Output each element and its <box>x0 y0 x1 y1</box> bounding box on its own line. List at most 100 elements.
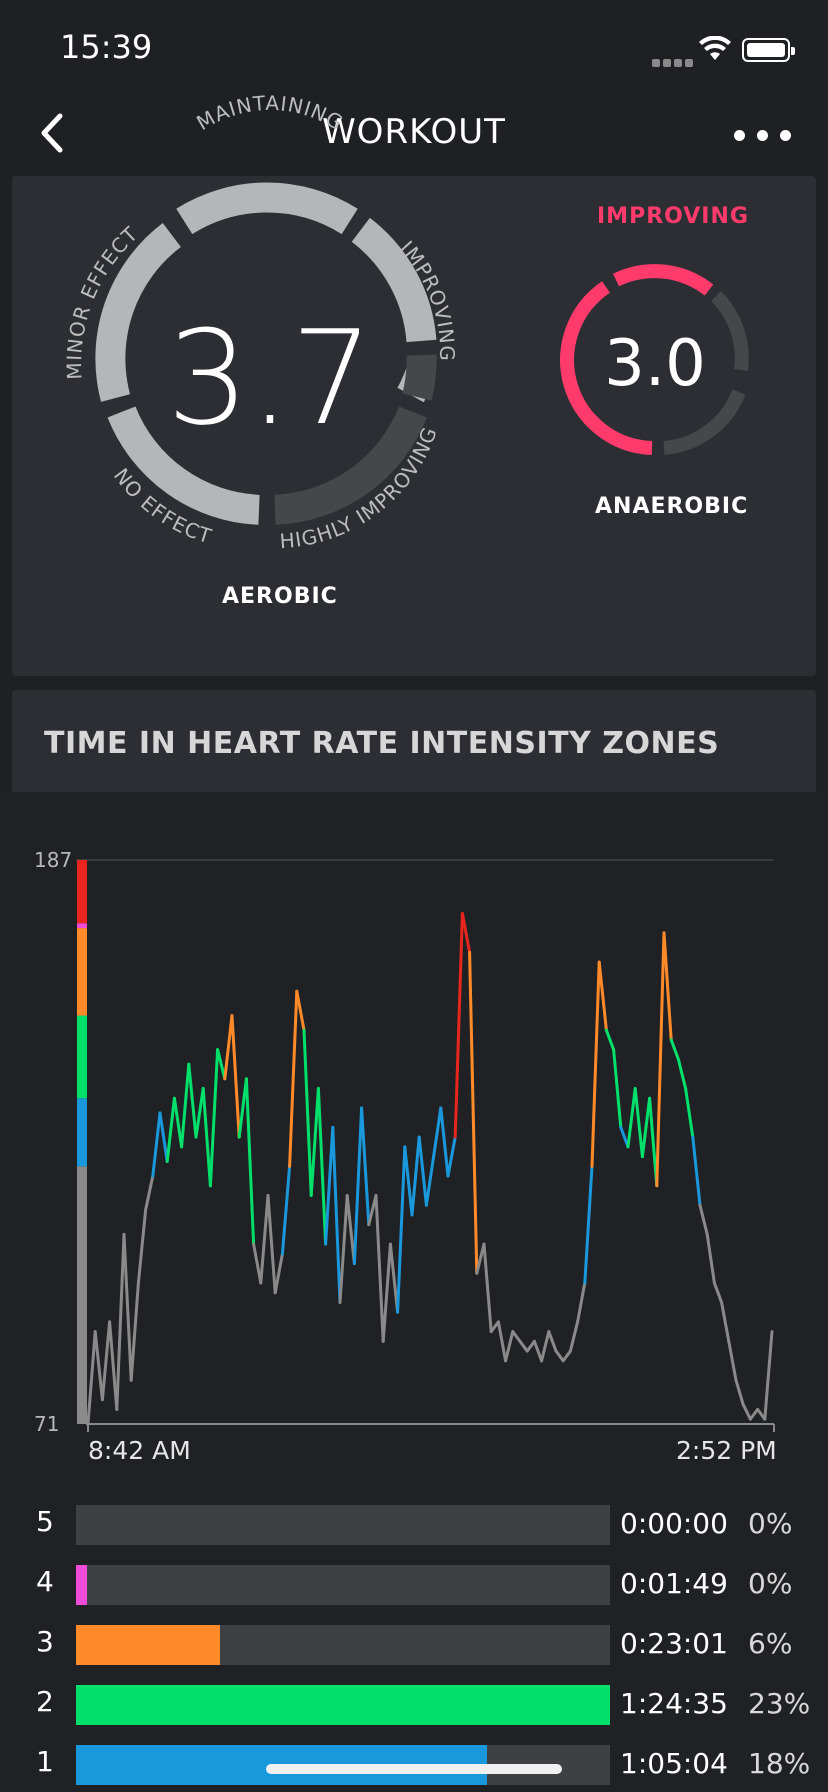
ring-segment-highly-improving <box>274 406 427 525</box>
zone-row-3: 3 0:23:01 6% <box>0 1625 828 1665</box>
hr-line-segment <box>295 989 306 1032</box>
zone-bar-track <box>76 1505 610 1545</box>
hr-line-segment <box>324 1125 335 1246</box>
zone-bar-fill <box>76 1565 87 1605</box>
y-axis-max-label: 187 <box>34 848 73 872</box>
hr-line-segment <box>532 1339 544 1363</box>
hr-line-segment <box>374 1193 385 1343</box>
hr-line-segment <box>216 1048 227 1081</box>
aerobic-gauge: 3.7 <box>90 160 450 520</box>
hr-line-segment <box>158 1111 169 1163</box>
hr-line-segment <box>597 960 608 1032</box>
hr-line-segment <box>129 1281 140 1382</box>
hr-line-segment <box>86 1330 97 1426</box>
page-title: WORKOUT <box>322 112 506 152</box>
hr-line-segment <box>288 989 299 1168</box>
hr-line-segment <box>201 1087 212 1188</box>
more-options-icon[interactable] <box>728 120 798 150</box>
hr-line-segment <box>626 1087 637 1149</box>
zone-percent: 0% <box>748 1507 793 1540</box>
anaerobic-value: 3.0 <box>604 327 706 401</box>
anaerobic-ring-rest <box>663 291 749 455</box>
zone-row-2: 2 1:24:35 23% <box>0 1685 828 1725</box>
hr-line-segment <box>576 1281 587 1324</box>
zone-number: 2 <box>36 1685 54 1718</box>
hr-line-segment <box>345 1193 356 1266</box>
hr-line-segment <box>583 1164 594 1285</box>
zone-bar-track <box>76 1685 610 1725</box>
hr-line-segment <box>151 1111 162 1178</box>
hr-line-segment <box>619 1125 630 1149</box>
zone-scale-3 <box>77 928 87 1016</box>
hr-line-segment <box>734 1378 745 1407</box>
hr-line-segment <box>684 1087 695 1139</box>
hr-line-segment <box>763 1330 774 1421</box>
hr-line-segment <box>417 1135 428 1207</box>
hr-line-segment <box>432 1106 443 1159</box>
zone-percent: 18% <box>748 1747 811 1780</box>
hr-line-segment <box>316 1087 328 1246</box>
hr-line-segment <box>115 1232 126 1411</box>
hr-line-segment <box>590 960 601 1168</box>
hr-line-segment <box>252 1242 263 1285</box>
hr-line-segment <box>612 1048 623 1129</box>
hr-line-segment <box>640 1096 652 1159</box>
hr-line-segment <box>180 1062 191 1149</box>
hr-line-segment <box>396 1145 407 1314</box>
zone-number: 5 <box>36 1505 54 1538</box>
aerobic-label: AEROBIC <box>222 584 338 609</box>
anaerobic-ring-progress <box>560 264 714 455</box>
hr-line-segment <box>561 1349 572 1363</box>
zone-row-4: 4 0:01:49 0% <box>0 1565 828 1605</box>
hr-line-segment <box>439 1106 450 1178</box>
hr-line-segment <box>446 1135 457 1178</box>
ring-segment-maintaining <box>176 182 358 235</box>
hr-line-segment <box>144 1174 155 1212</box>
hr-line-segment <box>453 911 464 1139</box>
zone-bar-track <box>76 1625 610 1665</box>
x-axis-start-label: 8:42 AM <box>88 1436 191 1465</box>
zone-scale-5 <box>77 860 87 924</box>
hr-line-segment <box>360 1106 371 1227</box>
hr-line-segment <box>244 1077 256 1246</box>
back-chevron-icon[interactable] <box>30 108 80 158</box>
hr-line-segment <box>669 1038 680 1061</box>
ring-segment-improving-rest <box>402 354 437 401</box>
hr-line-segment <box>511 1330 522 1343</box>
zone-duration: 0:00:00 <box>620 1507 728 1540</box>
hr-line-segment <box>482 1242 493 1334</box>
hr-line-segment <box>468 950 479 1275</box>
hr-line-segment <box>165 1096 176 1163</box>
zone-row-5: 5 0:00:00 0% <box>0 1505 828 1545</box>
zone-number: 3 <box>36 1625 54 1658</box>
heart-rate-chart <box>76 859 775 1432</box>
hr-line-segment <box>655 931 666 1188</box>
anaerobic-ring <box>560 264 749 455</box>
zone-number: 1 <box>36 1745 54 1778</box>
nav-bar: WORKOUT <box>0 100 828 178</box>
hr-line-segment <box>648 1096 659 1188</box>
hr-line-segment <box>381 1242 392 1343</box>
zone-duration: 1:24:35 <box>620 1687 728 1720</box>
hr-line-segment <box>309 1087 320 1197</box>
zone-percent: 0% <box>748 1567 793 1600</box>
zone-bar-track <box>76 1565 610 1605</box>
zones-title: TIME IN HEART RATE INTENSITY ZONES <box>44 726 720 761</box>
zone-number: 4 <box>36 1565 54 1598</box>
zone-scale-1 <box>77 1098 87 1167</box>
hr-line-segment <box>100 1320 112 1402</box>
anaerobic-label: ANAEROBIC <box>595 494 749 519</box>
home-indicator[interactable] <box>266 1764 562 1774</box>
zone-bar-fill <box>76 1625 221 1665</box>
hr-line-segment <box>194 1087 205 1139</box>
hr-line-segment <box>259 1193 270 1285</box>
hr-line-segment <box>172 1096 184 1149</box>
hr-line-segment <box>280 1164 292 1256</box>
hr-line-segment <box>237 1077 248 1139</box>
hr-line-segment <box>712 1281 724 1304</box>
hr-line-segment <box>741 1403 752 1421</box>
status-bar: 15:39 <box>0 0 828 100</box>
hr-line-segment <box>410 1135 421 1217</box>
hr-line-segment <box>331 1125 342 1304</box>
hr-line-segment <box>748 1407 760 1421</box>
